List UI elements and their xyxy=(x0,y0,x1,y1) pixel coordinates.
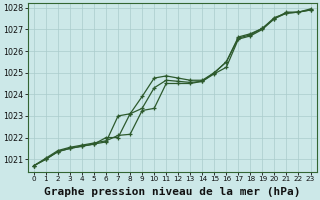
X-axis label: Graphe pression niveau de la mer (hPa): Graphe pression niveau de la mer (hPa) xyxy=(44,186,300,197)
